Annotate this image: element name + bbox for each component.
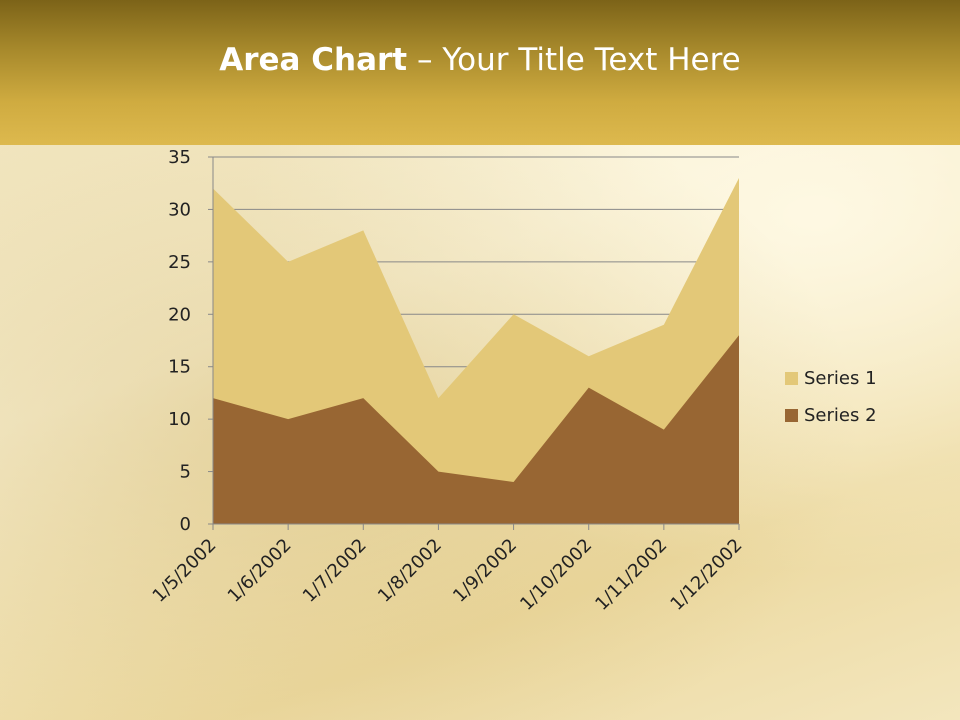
x-tick-label: 1/6/2002 — [224, 535, 296, 607]
legend-item-series-2: Series 2 — [785, 397, 877, 434]
y-tick-label: 5 — [180, 462, 191, 483]
area-series-2 — [213, 335, 739, 524]
title-rest: – Your Title Text Here — [407, 42, 741, 78]
legend: Series 1 Series 2 — [785, 360, 877, 434]
x-tick-label: 1/10/2002 — [516, 535, 596, 615]
x-tick-label: 1/7/2002 — [299, 535, 371, 607]
y-tick-label: 25 — [168, 252, 191, 273]
x-tick-label: 1/11/2002 — [591, 535, 671, 615]
x-tick-label: 1/12/2002 — [666, 535, 746, 615]
title-bar: Area Chart – Your Title Text Here — [0, 0, 960, 145]
y-tick-label: 30 — [168, 199, 191, 220]
x-tick-label: 1/9/2002 — [449, 535, 521, 607]
slide-title: Area Chart – Your Title Text Here — [0, 42, 960, 78]
legend-swatch — [785, 372, 798, 385]
legend-label: Series 1 — [804, 368, 877, 389]
x-tick-label: 1/8/2002 — [374, 535, 446, 607]
y-tick-label: 15 — [168, 357, 191, 378]
legend-swatch — [785, 409, 798, 422]
y-tick-label: 10 — [168, 409, 191, 430]
y-tick-label: 20 — [168, 304, 191, 325]
x-tick-label: 1/5/2002 — [149, 535, 221, 607]
legend-item-series-1: Series 1 — [785, 360, 877, 397]
y-tick-label: 0 — [180, 514, 191, 535]
title-bold: Area Chart — [219, 42, 408, 78]
y-tick-label: 35 — [168, 147, 191, 168]
legend-label: Series 2 — [804, 405, 877, 426]
